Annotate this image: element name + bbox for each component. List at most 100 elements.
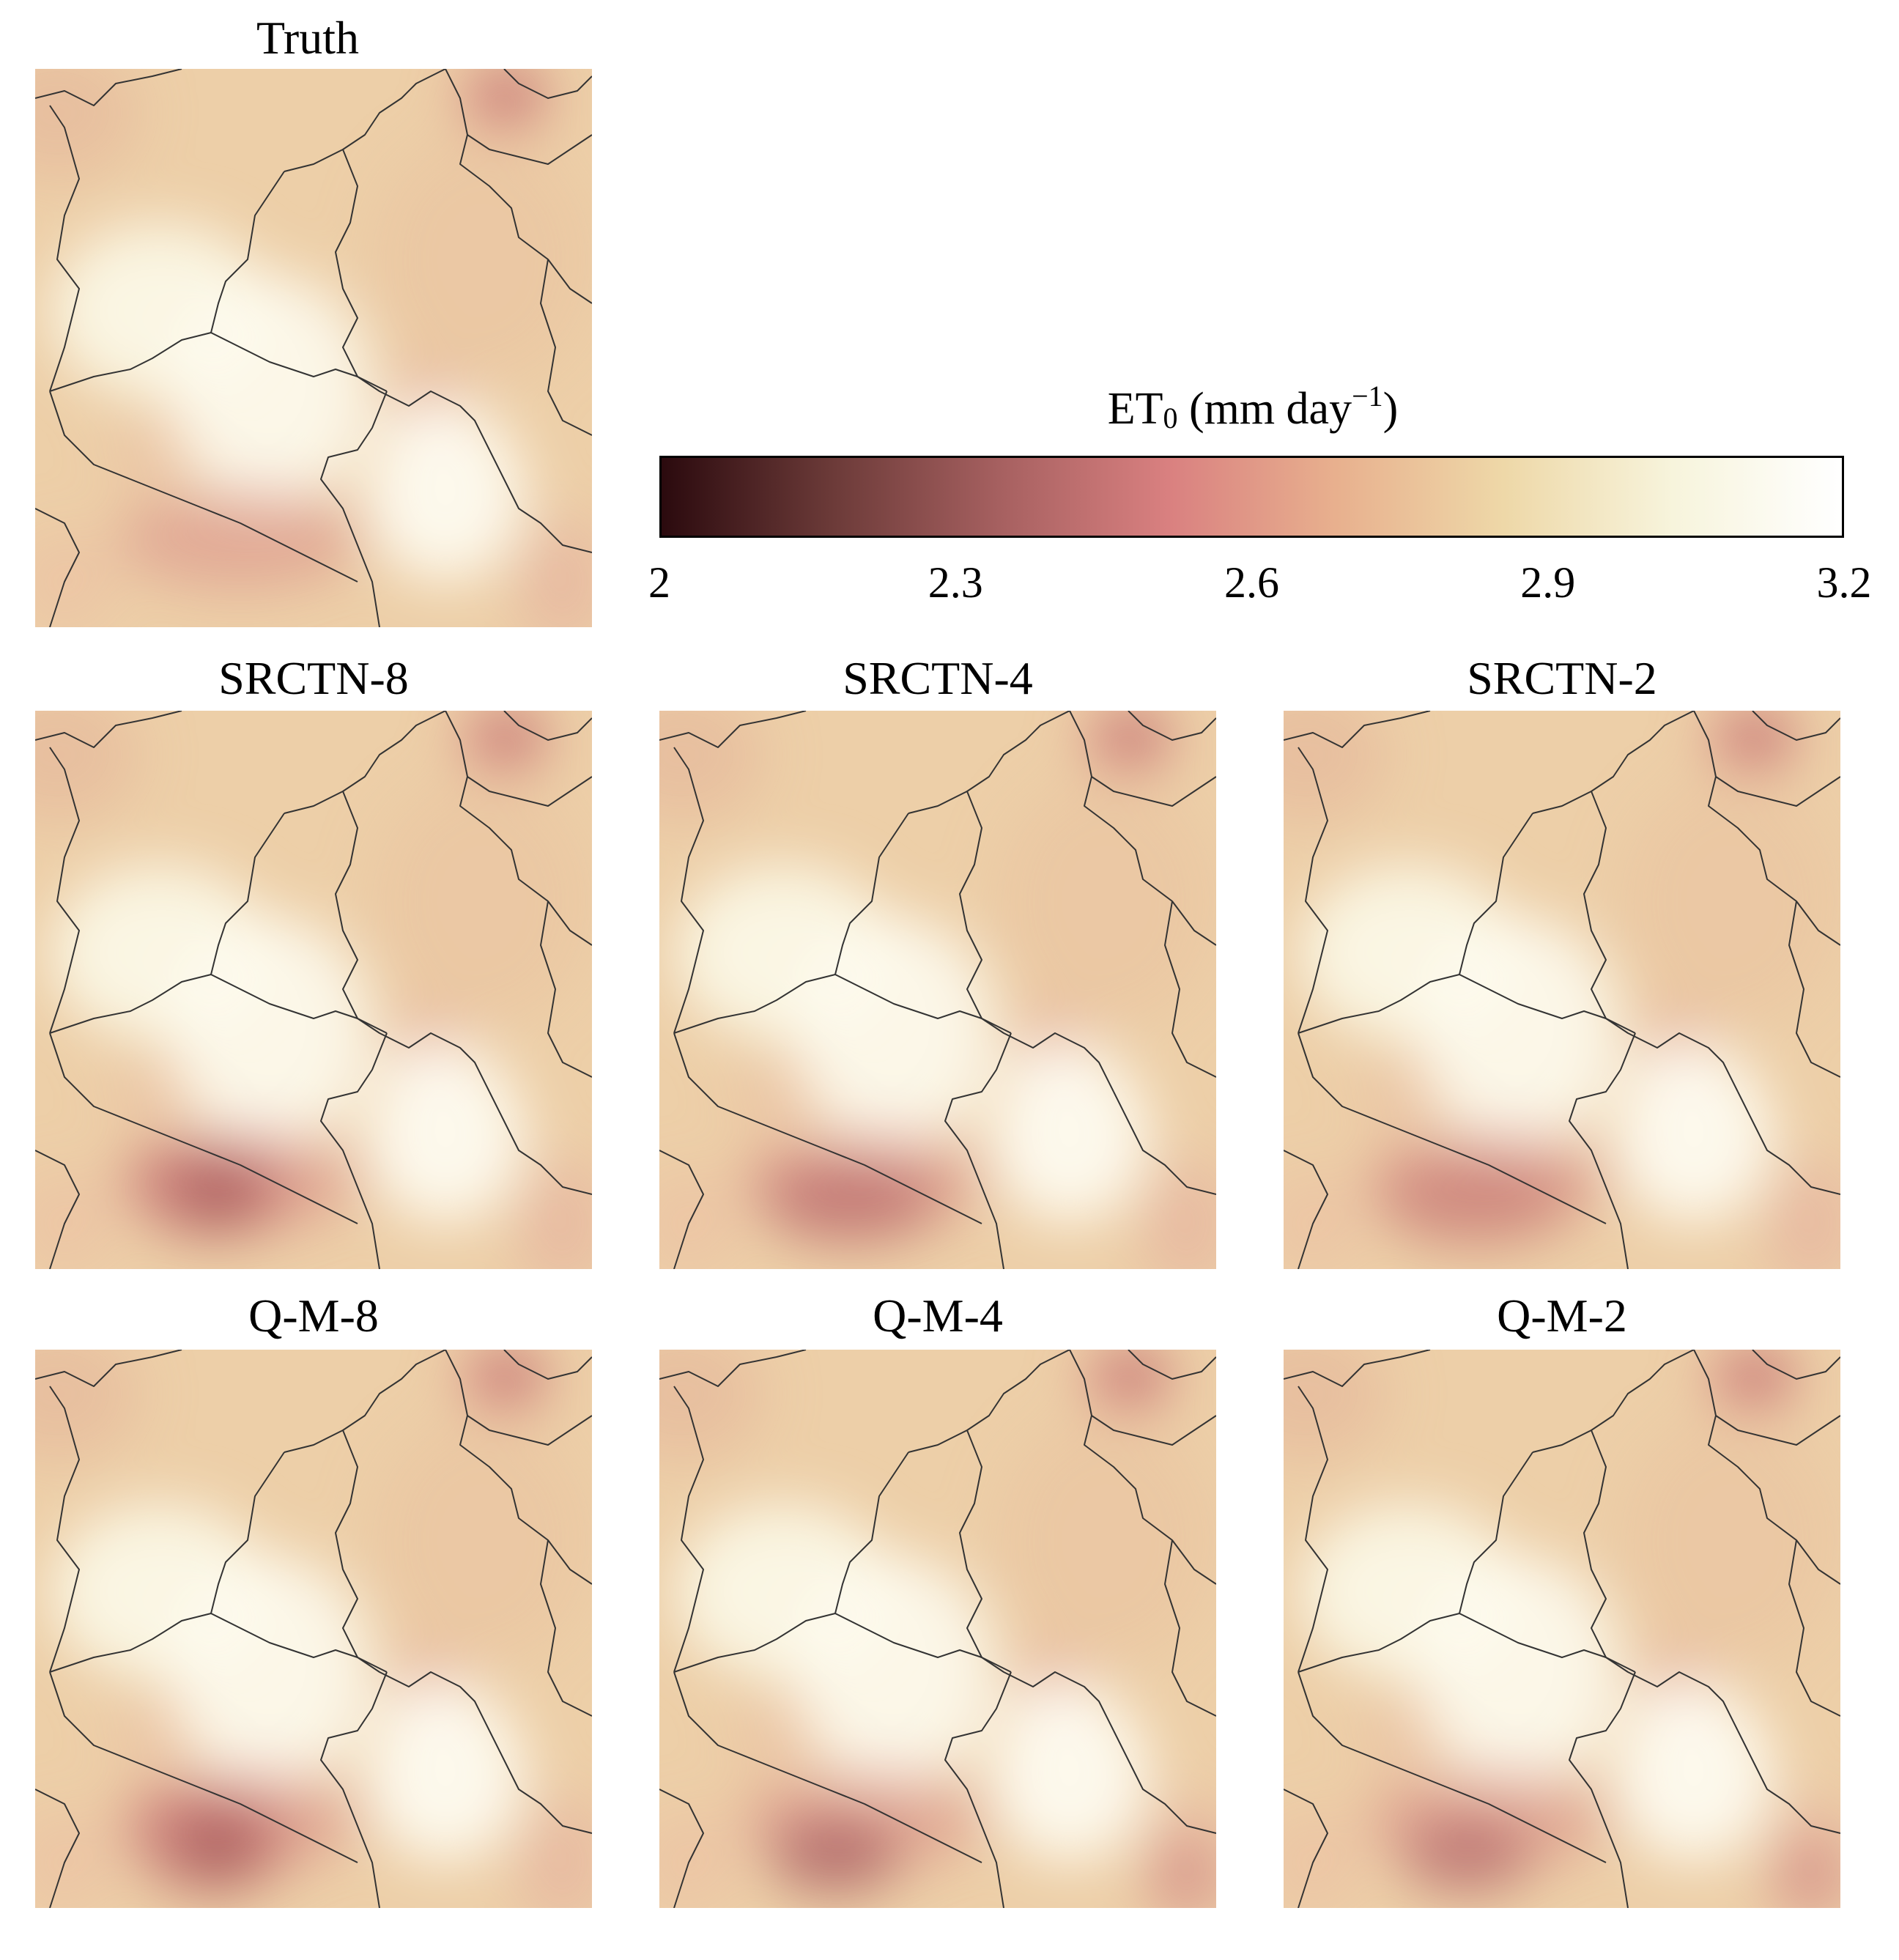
colorbar-tick-label: 2 bbox=[648, 558, 670, 607]
map-shade-blob bbox=[1011, 1650, 1084, 1694]
region-border bbox=[834, 813, 909, 975]
region-border bbox=[673, 1613, 836, 1673]
region-border bbox=[540, 901, 592, 1078]
region-border bbox=[1298, 747, 1328, 1034]
map-shade-blob bbox=[1143, 1158, 1216, 1269]
map-shade-blob bbox=[1284, 1172, 1364, 1269]
region-border bbox=[908, 1350, 1070, 1453]
region-border bbox=[1532, 711, 1695, 814]
map-field bbox=[35, 1350, 592, 1908]
map-shade-blob bbox=[1621, 1416, 1840, 1665]
map-shade-blob bbox=[519, 1158, 592, 1269]
map-shade-blob bbox=[989, 1048, 1150, 1224]
region-border bbox=[489, 1091, 592, 1195]
region-border bbox=[445, 69, 592, 165]
map-shade-blob bbox=[35, 1811, 116, 1908]
region-border bbox=[1788, 901, 1840, 1078]
region-border bbox=[1128, 711, 1216, 741]
region-border bbox=[445, 711, 592, 807]
map-shade-blob bbox=[1613, 1687, 1774, 1863]
region-border bbox=[210, 813, 285, 975]
map-shade-blob bbox=[1415, 1555, 1621, 1789]
region-border bbox=[1583, 791, 1636, 1034]
region-border bbox=[1284, 1789, 1328, 1908]
region-border bbox=[1708, 1415, 1840, 1585]
map-shade-blob bbox=[372, 135, 592, 384]
region-border bbox=[49, 974, 212, 1034]
map-shading bbox=[1284, 1350, 1840, 1908]
region-border bbox=[944, 1671, 1012, 1908]
map-srctn-8 bbox=[35, 711, 592, 1269]
region-border bbox=[503, 711, 592, 741]
region-border bbox=[981, 1018, 1114, 1092]
map-field bbox=[659, 1350, 1216, 1908]
map-shade-blob bbox=[486, 1353, 537, 1390]
region-border bbox=[320, 1032, 388, 1269]
region-border bbox=[1788, 1539, 1840, 1717]
map-shade-blob bbox=[167, 1555, 372, 1789]
region-border bbox=[459, 1415, 592, 1585]
region-border bbox=[335, 1430, 388, 1673]
region-border bbox=[673, 747, 704, 1034]
region-border bbox=[673, 1386, 704, 1673]
map-qm-8 bbox=[35, 1350, 592, 1908]
map-srctn-2 bbox=[1284, 711, 1840, 1269]
map-shade-blob bbox=[996, 1416, 1216, 1665]
region-border bbox=[357, 1657, 490, 1731]
map-shade-blob bbox=[1415, 916, 1621, 1150]
map-shade-blob bbox=[108, 421, 196, 479]
map-shade-blob bbox=[1734, 714, 1785, 751]
map-shade-blob bbox=[35, 1172, 116, 1269]
map-shade-blob bbox=[387, 369, 460, 413]
map-shade-blob bbox=[130, 1136, 292, 1238]
map-shading bbox=[35, 711, 592, 1269]
region-border bbox=[320, 391, 388, 627]
map-shade-blob bbox=[1011, 1011, 1084, 1055]
region-borders bbox=[1284, 711, 1840, 1269]
region-border bbox=[944, 1032, 1012, 1269]
map-shading bbox=[1284, 711, 1840, 1269]
map-shade-blob bbox=[733, 1062, 821, 1121]
region-border bbox=[908, 711, 1070, 814]
map-shade-blob bbox=[1767, 1158, 1840, 1269]
map-shade-blob bbox=[996, 777, 1216, 1026]
region-border bbox=[1164, 901, 1216, 1078]
region-border bbox=[1605, 1018, 1739, 1092]
map-shade-blob bbox=[519, 1797, 592, 1908]
region-border bbox=[35, 69, 182, 106]
map-shade-blob bbox=[659, 1811, 740, 1908]
map-shade-blob bbox=[659, 711, 762, 821]
region-border bbox=[1298, 974, 1460, 1034]
map-shade-blob bbox=[1110, 1353, 1161, 1390]
region-border bbox=[503, 69, 592, 99]
region-border bbox=[1284, 1150, 1328, 1269]
colorbar-tick-label: 2.6 bbox=[1224, 558, 1279, 607]
region-border bbox=[1113, 1091, 1216, 1195]
region-border bbox=[1752, 711, 1840, 741]
map-shade-blob bbox=[486, 73, 537, 109]
region-border bbox=[459, 134, 592, 304]
region-border bbox=[284, 1350, 446, 1453]
region-border bbox=[673, 1032, 982, 1224]
region-border bbox=[357, 1018, 490, 1092]
panel-title-srctn-4: SRCTN-4 bbox=[843, 652, 1033, 704]
region-border bbox=[489, 449, 592, 553]
map-shade-blob bbox=[659, 1350, 762, 1460]
panel-title-qm-4: Q-M-4 bbox=[873, 1290, 1003, 1342]
region-border bbox=[210, 1613, 358, 1658]
map-shade-blob bbox=[108, 1701, 196, 1760]
colorbar-tick-label: 2.3 bbox=[928, 558, 983, 607]
region-border bbox=[1708, 776, 1840, 946]
map-shade-blob bbox=[365, 1687, 526, 1863]
region-border bbox=[49, 1613, 212, 1673]
region-borders bbox=[35, 711, 592, 1269]
map-shade-blob bbox=[1621, 777, 1840, 1026]
map-shade-blob bbox=[1734, 1353, 1785, 1390]
map-shade-blob bbox=[486, 714, 537, 751]
region-border bbox=[1298, 1386, 1328, 1673]
region-border bbox=[1569, 1032, 1636, 1269]
region-border bbox=[49, 1671, 358, 1863]
region-border bbox=[1284, 1350, 1431, 1387]
map-shade-blob bbox=[1110, 714, 1161, 751]
region-border bbox=[1737, 1091, 1840, 1195]
